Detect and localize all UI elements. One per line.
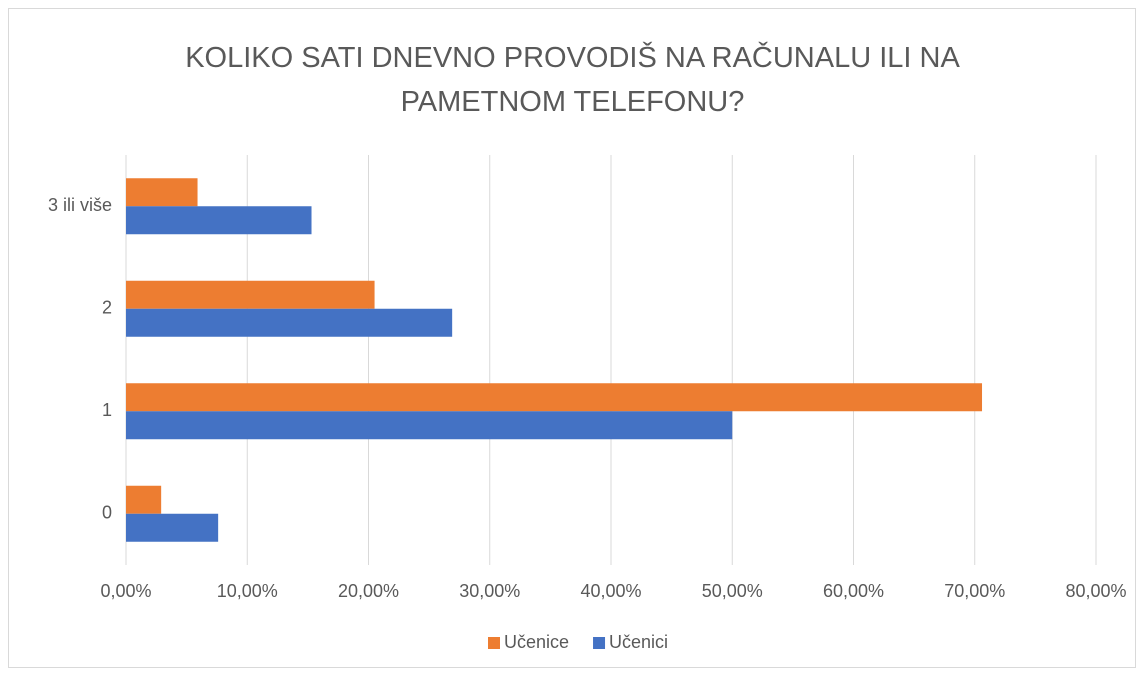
x-tick-label: 10,00% bbox=[217, 581, 278, 601]
bar bbox=[126, 383, 983, 412]
x-tick-label: 60,00% bbox=[823, 581, 884, 601]
x-tick-label: 70,00% bbox=[944, 581, 1005, 601]
legend-label: Učenice bbox=[504, 632, 569, 652]
chart-border bbox=[8, 8, 1136, 668]
x-tick-label: 40,00% bbox=[580, 581, 641, 601]
bar bbox=[126, 513, 219, 542]
x-tick-label: 50,00% bbox=[702, 581, 763, 601]
y-tick-label: 0 bbox=[102, 503, 112, 523]
y-tick-label: 3 ili više bbox=[48, 195, 112, 215]
bar bbox=[126, 280, 375, 309]
bar bbox=[126, 178, 198, 207]
y-tick-label: 2 bbox=[102, 298, 112, 318]
y-tick-label: 1 bbox=[102, 400, 112, 420]
legend-label: Učenici bbox=[609, 632, 668, 652]
legend-swatch bbox=[488, 637, 500, 649]
x-tick-label: 0,00% bbox=[100, 581, 151, 601]
bar bbox=[126, 308, 453, 337]
bar bbox=[126, 411, 733, 440]
x-tick-label: 30,00% bbox=[459, 581, 520, 601]
chart-title: KOLIKO SATI DNEVNO PROVODIŠ NA RAČUNALU … bbox=[185, 42, 960, 118]
bar bbox=[126, 206, 312, 235]
bar bbox=[126, 485, 162, 514]
x-tick-label: 80,00% bbox=[1065, 581, 1126, 601]
legend-swatch bbox=[593, 637, 606, 649]
x-tick-label: 20,00% bbox=[338, 581, 399, 601]
